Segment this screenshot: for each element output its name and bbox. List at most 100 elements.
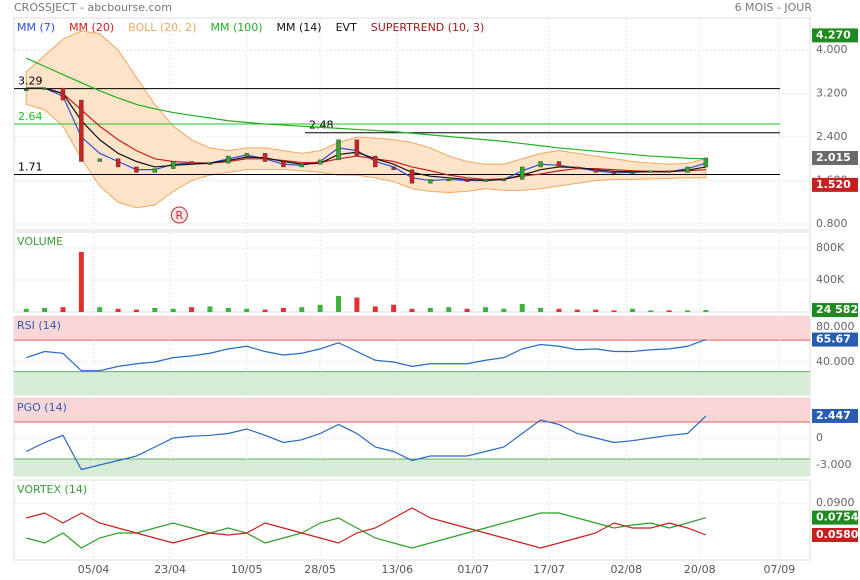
volume-bar (574, 309, 580, 312)
y-tick-label: 800K (816, 241, 845, 254)
volume-bar (280, 308, 286, 312)
candle (244, 153, 249, 157)
legend-entry: BOLL (20, 2) (128, 21, 196, 34)
volume-bar (538, 308, 544, 312)
indicator-line (25, 415, 707, 471)
candle (666, 170, 672, 173)
candle (299, 164, 304, 168)
volume-bar (501, 308, 507, 312)
y-tick-label: 3.200 (816, 87, 848, 100)
moving-average (26, 57, 706, 160)
legend-entry: MM (7) (17, 21, 55, 34)
candle (520, 166, 525, 180)
candle (483, 179, 488, 182)
candle (630, 172, 635, 175)
panel (13, 231, 811, 313)
candle (538, 161, 543, 168)
volume-bar (78, 252, 84, 312)
value-badge-label: 24 582 (816, 303, 858, 316)
candle (575, 166, 580, 169)
x-tick-label: 28/05 (304, 563, 336, 576)
volume-bar (611, 310, 617, 312)
value-badge-label: 1.520 (816, 178, 851, 191)
candle (611, 172, 617, 175)
x-tick-label: 07/09 (764, 563, 796, 576)
value-badge-label: 0.0754 (816, 511, 859, 524)
volume-bar (648, 310, 654, 312)
panel-title: VOLUME (17, 235, 63, 248)
candle (317, 159, 323, 165)
moving-average (26, 87, 706, 181)
moving-average (26, 87, 707, 182)
candle (446, 179, 451, 182)
y-tick-label: 0.800 (816, 217, 848, 230)
volume-bar (409, 308, 415, 312)
y-tick-label: 0.0900 (816, 496, 855, 509)
volume-bar (262, 309, 268, 312)
value-badge (812, 150, 858, 165)
value-badge (812, 510, 858, 525)
x-tick-label: 17/07 (533, 563, 565, 576)
legend-entry: MM (100) (210, 21, 262, 34)
volume-bar (629, 308, 635, 312)
panel (13, 479, 811, 561)
panel-title: VORTEX (14) (17, 483, 87, 496)
overbought-zone (14, 316, 810, 341)
candle (373, 155, 378, 168)
x-tick-label: 05/04 (78, 563, 110, 576)
candle (703, 157, 709, 168)
x-tick-label: 13/06 (381, 563, 413, 576)
volume-bar (97, 307, 103, 312)
x-tick-label: 23/04 (154, 563, 186, 576)
volume-bar (556, 308, 562, 312)
level-label: 3.29 (18, 75, 43, 88)
overbought-zone (14, 398, 810, 422)
candle (262, 153, 268, 162)
legend-entry: EVT (336, 21, 357, 34)
candle (593, 168, 598, 173)
panel-title: RSI (14) (17, 319, 61, 332)
value-badge-label: 65.67 (816, 333, 851, 346)
level-label: 1.71 (18, 161, 43, 174)
volume-bar (593, 309, 599, 312)
y-tick-label: 4.000 (816, 43, 848, 56)
y-tick-label: 0 (816, 431, 823, 444)
volume-bar (685, 310, 691, 312)
y-tick-label: 40.000 (816, 355, 855, 368)
value-badge (812, 332, 858, 347)
volume-bar (391, 304, 397, 312)
level-label: 2.48 (309, 119, 334, 132)
candle (42, 87, 47, 90)
candle (428, 179, 433, 184)
candle (409, 169, 415, 184)
value-badge-label: 0.0580 (816, 528, 859, 541)
legend-entry: MM (14) (277, 21, 322, 34)
value-badge (812, 177, 858, 192)
value-badge-label: 2.447 (816, 409, 851, 422)
candle (207, 162, 213, 165)
oversold-zone (14, 371, 810, 395)
volume-bar (133, 309, 139, 312)
candle (134, 166, 139, 173)
candle (464, 179, 470, 182)
candle (115, 158, 121, 168)
indicator-line (26, 507, 707, 549)
value-badge-label: 4.270 (816, 28, 851, 41)
volume-bar (115, 308, 121, 312)
candle (24, 89, 29, 91)
volume-bar (482, 307, 488, 312)
volume-bar (703, 310, 709, 312)
volume-bar (446, 307, 452, 312)
value-badge-label: 2.015 (816, 151, 851, 164)
volume-bar (207, 306, 213, 312)
candle (281, 161, 286, 168)
candle (170, 161, 176, 169)
volume-bar (299, 307, 305, 312)
volume-bar (189, 307, 195, 312)
x-tick-label: 20/08 (684, 563, 716, 576)
volume-bar (336, 296, 342, 312)
value-badge (812, 528, 858, 542)
volume-bar (244, 308, 250, 312)
value-badge (812, 28, 858, 43)
